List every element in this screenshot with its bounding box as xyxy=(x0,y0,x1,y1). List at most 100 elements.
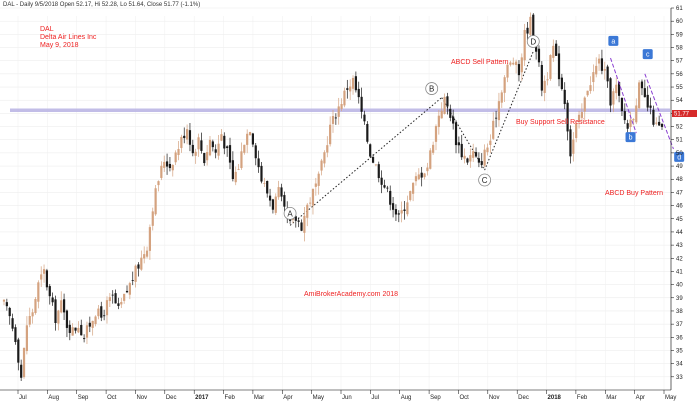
y-tick-label: 59 xyxy=(676,32,683,38)
candle xyxy=(563,82,566,110)
svg-text:c: c xyxy=(646,52,650,59)
pattern-point-d: D xyxy=(526,35,540,48)
y-tick-label: 57 xyxy=(676,59,683,65)
candle xyxy=(31,308,34,324)
candle xyxy=(157,180,160,192)
candle xyxy=(369,143,372,158)
candle xyxy=(257,150,260,173)
candle xyxy=(62,293,66,320)
candle xyxy=(437,110,440,135)
x-tick-label: Feb xyxy=(225,395,236,401)
box-point-a: a xyxy=(608,35,619,46)
candle xyxy=(188,123,192,152)
pattern-line xyxy=(484,51,534,171)
candle xyxy=(486,143,489,156)
y-axis-ticks: 33 34 35 36 37 38 39 40 41 42 43 44 45 46 47 48 49 50 51 52… xyxy=(671,6,683,381)
pattern-lines xyxy=(289,51,534,226)
x-tick-label: Oct xyxy=(107,395,117,401)
candle xyxy=(377,161,380,183)
candle xyxy=(97,304,100,320)
candle xyxy=(277,180,280,200)
candle xyxy=(200,132,203,154)
candle xyxy=(360,87,363,119)
candle xyxy=(248,131,252,136)
candle xyxy=(226,145,229,157)
x-tick-label: Nov xyxy=(489,395,500,401)
candle xyxy=(357,81,360,104)
y-tick-label: 43 xyxy=(676,243,683,249)
x-tick-label: Aug xyxy=(401,395,412,401)
candle xyxy=(51,292,54,306)
candle xyxy=(560,73,563,91)
candle xyxy=(80,319,83,336)
candle xyxy=(569,125,572,164)
trend-lines xyxy=(610,57,674,150)
pattern-point-c: C xyxy=(478,173,492,187)
candle xyxy=(449,104,452,122)
candle xyxy=(403,200,406,220)
candle xyxy=(592,64,595,92)
y-tick-label: 58 xyxy=(676,46,683,52)
candle xyxy=(294,215,297,228)
candle xyxy=(165,153,169,175)
candle xyxy=(655,117,658,126)
candle xyxy=(506,62,509,83)
candle xyxy=(151,207,154,231)
candle xyxy=(512,57,515,66)
candle xyxy=(254,142,257,166)
candle xyxy=(94,315,97,327)
svg-text:b: b xyxy=(629,135,633,142)
candle xyxy=(140,250,143,271)
candle xyxy=(14,324,17,345)
candle xyxy=(577,110,581,129)
candle xyxy=(523,23,526,66)
x-tick-label: Mar xyxy=(254,395,264,401)
trend-line xyxy=(644,73,674,150)
info-symbol: DAL xyxy=(40,26,54,33)
chart-grid xyxy=(0,7,671,390)
candle xyxy=(423,172,426,180)
support-resistance-label: Buy Support Sell Resistance xyxy=(516,119,605,126)
candle xyxy=(160,161,163,181)
candle xyxy=(526,22,529,40)
x-tick-label: 2018 xyxy=(548,395,562,401)
candle xyxy=(309,197,312,207)
candle xyxy=(483,144,486,168)
candle xyxy=(371,154,375,164)
svg-text:B: B xyxy=(429,85,434,94)
x-tick-label: May xyxy=(313,395,324,401)
candle xyxy=(509,60,512,67)
candle xyxy=(103,309,106,321)
candle xyxy=(429,148,432,170)
candle xyxy=(177,141,180,161)
candle xyxy=(440,102,443,119)
candle xyxy=(557,45,561,87)
candle xyxy=(391,197,395,218)
y-tick-label: 54 xyxy=(676,98,683,104)
y-tick-label: 44 xyxy=(676,230,683,236)
chart-header: DAL - Daily 9/5/2018 Open 52.17, Hi 52.2… xyxy=(3,2,200,8)
candle xyxy=(77,321,80,334)
candle xyxy=(520,53,523,81)
candle xyxy=(145,246,149,259)
candle xyxy=(540,61,543,97)
candle xyxy=(597,54,601,71)
y-tick-label: 35 xyxy=(676,348,683,354)
pattern-points: A B C D a b c d xyxy=(283,35,685,220)
candle xyxy=(658,115,661,126)
x-tick-label: Oct xyxy=(459,395,469,401)
candle xyxy=(54,295,57,331)
candle xyxy=(260,162,263,184)
candle xyxy=(171,164,174,177)
candle xyxy=(74,327,77,334)
candle xyxy=(517,60,521,82)
y-tick-label: 51 xyxy=(676,138,683,144)
svg-text:a: a xyxy=(611,38,615,45)
candle xyxy=(231,151,234,182)
candle xyxy=(317,171,320,195)
candle xyxy=(660,123,664,131)
candle xyxy=(203,152,206,166)
x-tick-label: Dec xyxy=(166,395,177,401)
candle xyxy=(314,177,317,196)
